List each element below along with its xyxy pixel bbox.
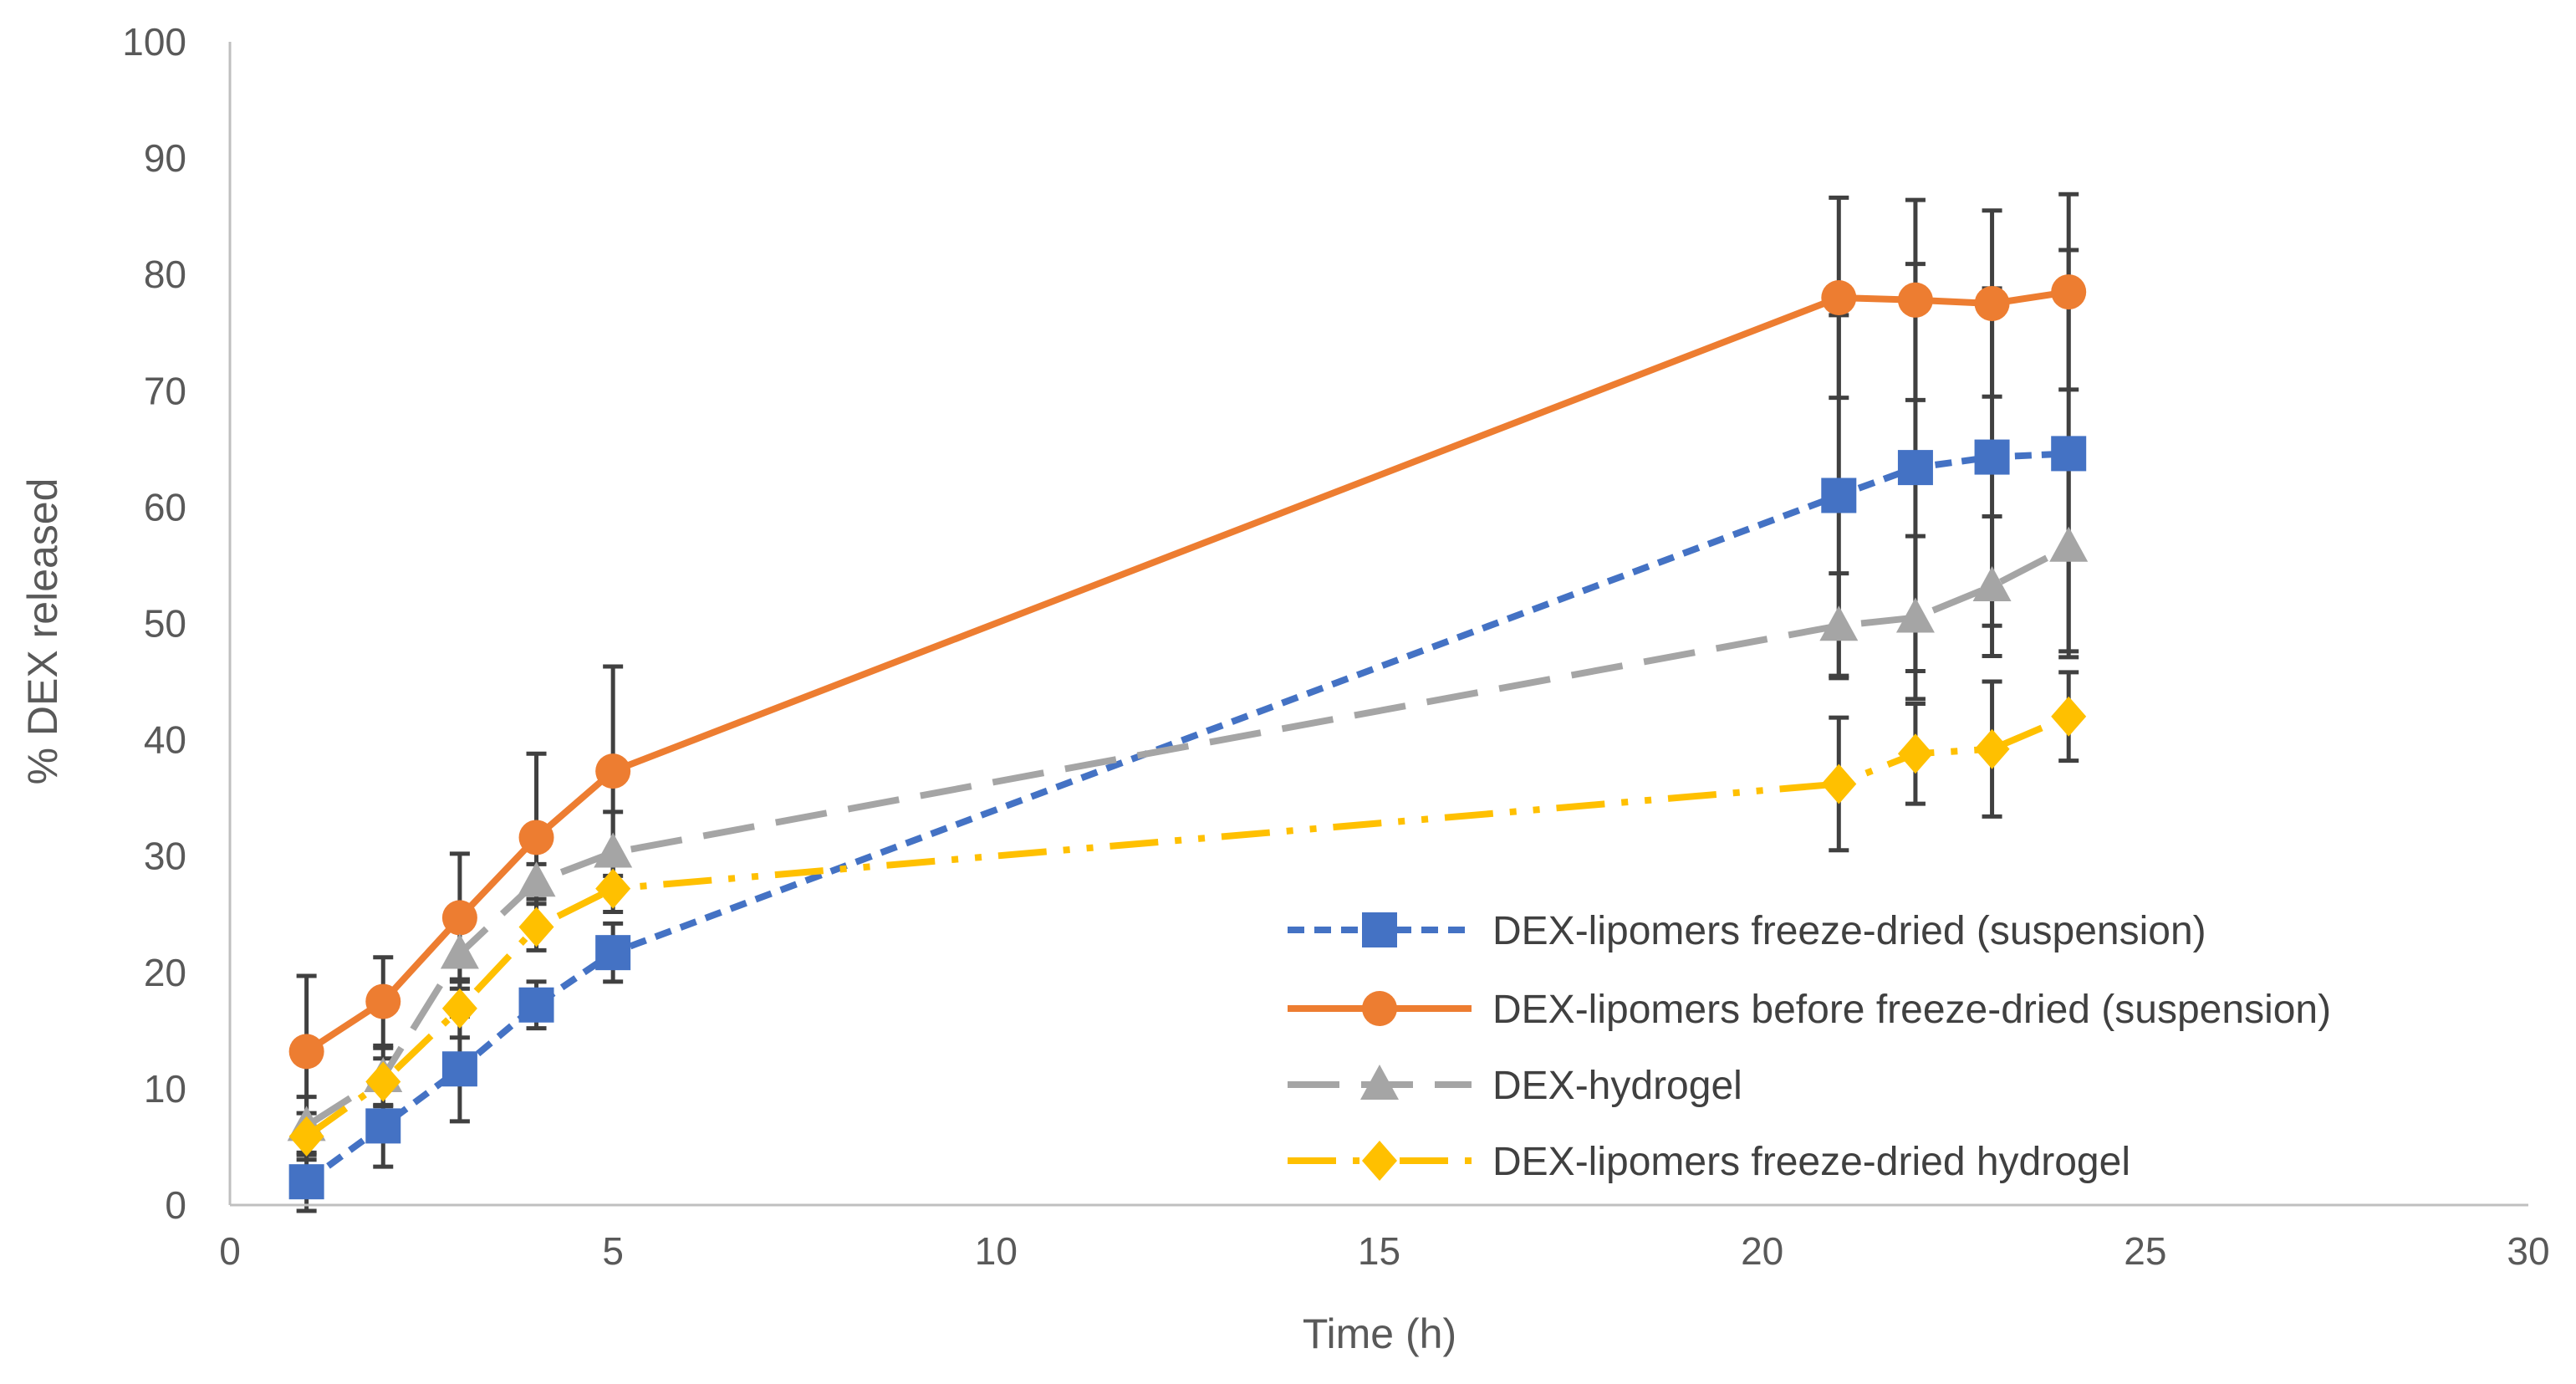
data-point — [2051, 436, 2087, 472]
y-tick-label: 50 — [144, 602, 186, 646]
x-axis-title: Time (h) — [1303, 1310, 1456, 1357]
axes: 0 10 20 30 40 50 60 70 80 90 100 0 5 10 15 20 25 30 — [122, 20, 2549, 1273]
y-tick-label: 90 — [144, 136, 186, 180]
data-point — [1821, 280, 1857, 316]
x-tick-label: 30 — [2507, 1229, 2549, 1273]
data-point — [1897, 450, 1933, 486]
legend-entry: DEX-lipomers freeze-dried hydrogel — [1288, 1140, 2130, 1184]
data-point — [440, 933, 479, 969]
data-point — [441, 1051, 477, 1087]
series-line — [304, 544, 2071, 1129]
data-point — [2051, 696, 2087, 737]
y-tick-label: 100 — [122, 20, 186, 64]
x-tick-label: 10 — [975, 1229, 1018, 1273]
x-tick-label: 20 — [1741, 1229, 1783, 1273]
data-point — [595, 753, 631, 789]
x-tick-label: 0 — [219, 1229, 241, 1273]
data-point — [594, 832, 633, 868]
legend-label: DEX-hydrogel — [1492, 1064, 1742, 1108]
y-tick-label: 70 — [144, 369, 186, 412]
y-tick-label: 80 — [144, 253, 186, 296]
y-tick-label: 0 — [165, 1183, 186, 1227]
data-point — [1821, 478, 1857, 513]
series-line — [304, 713, 2070, 1140]
data-point — [517, 861, 556, 897]
x-tick-label: 5 — [602, 1229, 624, 1273]
legend-marker — [1360, 1065, 1399, 1100]
y-tick-label: 30 — [144, 835, 186, 878]
legend-entry: DEX-lipomers freeze-dried (suspension) — [1288, 909, 2206, 953]
data-point — [441, 988, 477, 1029]
legend-entry: DEX-lipomers before freeze-dried (suspen… — [1288, 988, 2331, 1032]
data-point — [1974, 728, 2010, 769]
legend-marker — [1362, 1141, 1397, 1181]
data-point — [288, 1116, 324, 1157]
y-tick-label: 40 — [144, 718, 186, 762]
data-point — [1972, 565, 2012, 601]
data-point — [365, 983, 401, 1019]
data-point — [1897, 282, 1933, 318]
data-point — [595, 935, 631, 971]
data-point — [441, 900, 477, 936]
legend-label: DEX-lipomers before freeze-dried (suspen… — [1492, 988, 2331, 1032]
data-point — [518, 987, 554, 1023]
series-line — [304, 450, 2069, 1185]
data-point — [2049, 526, 2089, 562]
data-point — [1819, 605, 1859, 641]
data-point — [365, 1108, 401, 1144]
plot-area — [287, 192, 2089, 1213]
x-tick-label: 15 — [1358, 1229, 1400, 1273]
data-point — [1974, 285, 2010, 321]
legend-label: DEX-lipomers freeze-dried (suspension) — [1492, 909, 2206, 953]
data-point — [1897, 733, 1933, 774]
x-tick-label: 25 — [2124, 1229, 2166, 1273]
legend-marker — [1362, 991, 1397, 1026]
data-point — [1974, 439, 2010, 475]
legend-label: DEX-lipomers freeze-dried hydrogel — [1492, 1140, 2130, 1184]
data-point — [288, 1164, 324, 1200]
data-point — [518, 820, 554, 855]
legend-marker — [1362, 912, 1397, 947]
data-point — [365, 1061, 401, 1102]
y-tick-label: 20 — [144, 951, 186, 994]
data-point — [1895, 597, 1935, 633]
data-point — [2051, 274, 2087, 310]
legend: DEX-lipomers freeze-dried (suspension) DE… — [1288, 909, 2331, 1184]
legend-entry: DEX-hydrogel — [1288, 1064, 1742, 1108]
y-axis-title: % DEX released — [19, 478, 66, 785]
data-point — [518, 906, 554, 947]
y-tick-label: 60 — [144, 485, 186, 529]
y-tick-label: 10 — [144, 1067, 186, 1111]
data-point — [595, 868, 631, 909]
data-point — [288, 1034, 324, 1070]
data-point — [1821, 763, 1857, 804]
